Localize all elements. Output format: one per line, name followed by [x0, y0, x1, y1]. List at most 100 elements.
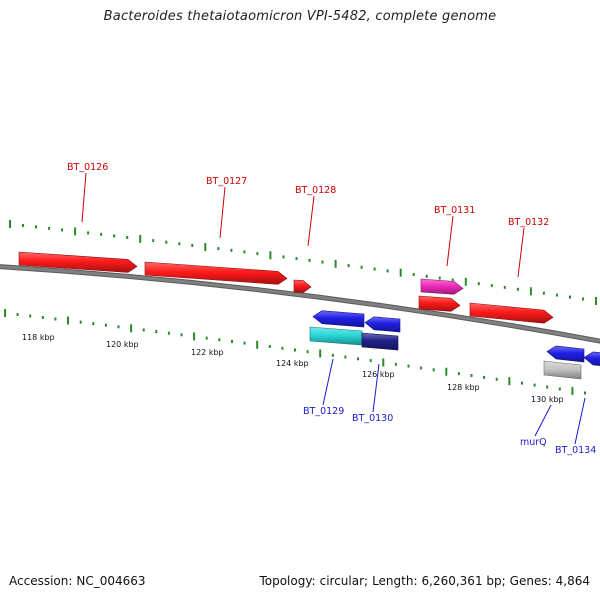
gene-feature-bt_0129b[interactable]	[309, 326, 363, 346]
minor-tick	[167, 331, 170, 335]
major-tick	[334, 259, 337, 268]
leader-line	[322, 358, 334, 406]
gene-label-bt_0127[interactable]: BT_0127	[206, 176, 247, 239]
gene-label-text[interactable]: BT_0134	[555, 445, 596, 456]
backbone-layer	[0, 264, 600, 344]
topology-value: circular;	[319, 574, 369, 588]
gene-label-bt_0132[interactable]: BT_0132	[508, 217, 549, 278]
minor-tick	[230, 248, 233, 252]
gene-label-bt_0126[interactable]: BT_0126	[67, 162, 108, 223]
gene-labels[interactable]: BT_0126 BT_0127 BT_0128 BT_0131 BT_0132 BT_01…	[67, 162, 596, 456]
gene-feature-murq_b[interactable]	[546, 345, 585, 363]
minor-tick	[432, 368, 435, 372]
minor-tick	[41, 316, 44, 319]
gene-feature-bt_0134[interactable]	[583, 351, 600, 366]
gene-label-bt_0134[interactable]: BT_0134	[555, 397, 596, 456]
minor-tick	[425, 274, 428, 278]
gene-feature-bt_0129[interactable]	[312, 310, 365, 328]
minor-tick	[321, 260, 324, 264]
minor-tick	[503, 285, 506, 289]
leader-line	[574, 397, 586, 445]
gene-label-text[interactable]: BT_0131	[434, 205, 475, 216]
leader-line	[517, 227, 525, 278]
minor-tick	[357, 357, 359, 361]
gene-label-text[interactable]: murQ	[520, 437, 547, 448]
minor-tick	[477, 282, 480, 286]
minor-tick	[407, 364, 410, 368]
scale-label: 118 kbp	[22, 333, 55, 342]
accession-info: Accession: NC_004663	[9, 574, 146, 588]
scale-label: 126 kbp	[362, 370, 395, 379]
minor-tick	[483, 375, 486, 379]
major-tick	[67, 316, 69, 325]
genes-value: 4,864	[555, 574, 590, 588]
minor-tick	[394, 362, 397, 366]
gene-label-text[interactable]: BT_0130	[352, 413, 393, 424]
leader-line	[534, 404, 552, 437]
minor-tick	[92, 322, 95, 326]
tick-layer	[4, 220, 597, 395]
gene-label-text[interactable]: BT_0132	[508, 217, 549, 228]
gene-feature-bt_0130b[interactable]	[361, 332, 399, 351]
gene-label-text[interactable]: BT_0127	[206, 176, 247, 187]
major-tick	[130, 324, 133, 333]
gene-feature-bt_0130[interactable]	[364, 316, 401, 333]
minor-tick	[373, 267, 376, 271]
major-tick	[9, 220, 11, 228]
gene-feature-bt_0126[interactable]	[18, 251, 138, 273]
minor-tick	[281, 346, 284, 350]
minor-tick	[117, 325, 120, 329]
minor-tick	[569, 295, 571, 299]
minor-tick	[282, 255, 285, 259]
gene-label-murq[interactable]: murQ	[520, 404, 552, 448]
major-tick	[529, 287, 532, 296]
gene-label-bt_0128[interactable]: BT_0128	[295, 185, 336, 247]
gene-layer[interactable]	[18, 251, 600, 380]
minor-tick	[369, 359, 372, 363]
gene-label-text[interactable]: BT_0126	[67, 162, 108, 173]
minor-tick	[542, 291, 545, 295]
major-tick	[139, 235, 142, 243]
gene-feature-bt_0131b[interactable]	[418, 295, 461, 312]
major-tick	[256, 340, 259, 349]
major-tick	[399, 268, 402, 277]
minor-tick	[256, 252, 259, 256]
minor-tick	[243, 250, 246, 254]
scale-label: 124 kbp	[276, 359, 309, 368]
genes-label: Genes:	[509, 574, 552, 588]
major-tick	[464, 277, 467, 286]
gene-feature-bt_0132[interactable]	[469, 302, 554, 324]
gene-label-bt_0130[interactable]: BT_0130	[352, 363, 393, 424]
gene-feature-bt_0131[interactable]	[420, 278, 464, 295]
minor-tick	[331, 353, 334, 357]
minor-tick	[295, 257, 298, 261]
gene-label-bt_0131[interactable]: BT_0131	[434, 205, 475, 267]
gene-feature-bt_0127[interactable]	[144, 261, 288, 285]
minor-tick	[142, 328, 145, 332]
accession-value: NC_004663	[76, 574, 146, 588]
gene-label-text[interactable]: BT_0128	[295, 185, 336, 196]
minor-tick	[152, 239, 155, 243]
minor-tick	[451, 278, 454, 282]
minor-tick	[386, 269, 389, 273]
minor-tick	[16, 313, 19, 316]
gene-feature-bt_0128[interactable]	[293, 279, 312, 293]
forward-tick-row	[9, 220, 597, 305]
length-value: 6,260,361 bp;	[421, 574, 506, 588]
minor-tick	[457, 372, 460, 376]
leader-line	[81, 172, 87, 223]
length-label: Length:	[372, 574, 418, 588]
minor-tick	[360, 265, 363, 269]
minor-tick	[87, 231, 90, 235]
gene-label-text[interactable]: BT_0129	[303, 406, 344, 417]
major-tick	[319, 349, 322, 358]
leader-line	[219, 186, 226, 239]
gene-feature-murq[interactable]	[543, 360, 582, 380]
minor-tick	[306, 350, 309, 354]
minor-tick	[35, 225, 37, 229]
minor-tick	[412, 273, 415, 276]
scale-labels: 118 kbp 120 kbp 122 kbp 124 kbp 126 kbp 128 k…	[22, 333, 564, 404]
minor-tick	[294, 348, 296, 352]
gene-label-bt_0129[interactable]: BT_0129	[303, 358, 344, 417]
